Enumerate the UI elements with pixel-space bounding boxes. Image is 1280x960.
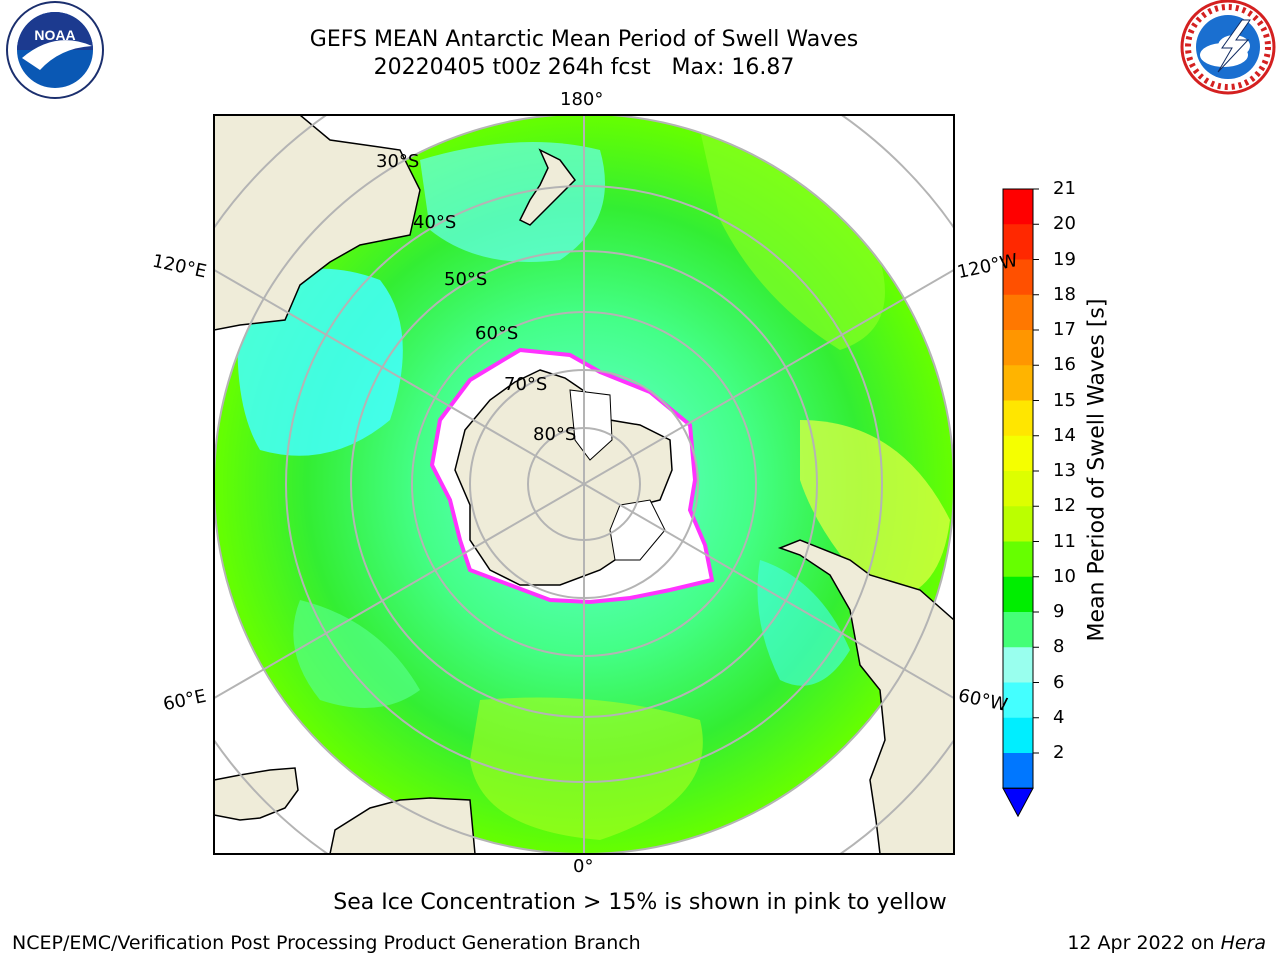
- footer-date: 12 Apr 2022 on Hera: [1067, 932, 1266, 954]
- lat-label-60s: 60°S: [475, 323, 519, 344]
- colorbar-tick-label: 12: [1053, 495, 1076, 517]
- lat-label-40s: 40°S: [413, 212, 457, 233]
- colorbar-tick-label: 8: [1053, 636, 1065, 658]
- madagascar-land: [214, 767, 299, 821]
- nws-logo: [1180, 0, 1276, 95]
- colorbar-segment: [1003, 647, 1033, 683]
- colorbar-tick-label: 17: [1053, 319, 1076, 340]
- chart-subtitle: 20220405 t00z 264h fcst Max: 16.87: [373, 55, 795, 80]
- lon-label-0: 0°: [573, 856, 594, 877]
- colorbar-outline: [1002, 188, 1034, 789]
- colorbar-segment: [1003, 365, 1033, 401]
- colorbar-tick-label: 2: [1053, 742, 1065, 763]
- lat-label-70s: 70°S: [504, 374, 548, 395]
- colorbar-tick-label: 6: [1053, 671, 1065, 693]
- colorbar-tick-label: 4: [1053, 706, 1065, 728]
- weddell-ice-shelf: [609, 499, 666, 561]
- colorbar-segment: [1003, 189, 1033, 225]
- colorbar-extend-arrow: [1002, 787, 1034, 818]
- colorbar-segment: [1003, 259, 1033, 296]
- colorbar-tick-label: 9: [1053, 601, 1065, 622]
- map-frame: [213, 114, 955, 855]
- footer-credit: NCEP/EMC/Verification Post Processing Pr…: [12, 932, 641, 954]
- colorbar-tick-label: 13: [1053, 460, 1076, 481]
- colorbar-segment: [1003, 576, 1033, 613]
- colorbar-segment: [1003, 294, 1033, 331]
- colorbar-tick-label: 18: [1053, 283, 1076, 305]
- colorbar-tick-label: 11: [1053, 530, 1076, 552]
- colorbar-tick-label: 20: [1053, 213, 1076, 235]
- sea-ice-caption: Sea Ice Concentration > 15% is shown in …: [333, 890, 947, 915]
- colorbar-segment: [1003, 435, 1033, 472]
- colorbar-tick-label: 21: [1053, 178, 1076, 199]
- lat-label-50s: 50°S: [444, 269, 488, 290]
- colorbar-tick-label: 10: [1053, 565, 1076, 587]
- noaa-logo-text: NOAA: [34, 27, 75, 43]
- colorbar-label: Mean Period of Swell Waves [s]: [1084, 298, 1110, 642]
- colorbar: [1002, 188, 1039, 818]
- colorbar-segment: [1003, 471, 1033, 507]
- colorbar-segment: [1003, 330, 1033, 366]
- lat-label-30s: 30°S: [376, 151, 420, 172]
- footer-date-text: 12 Apr 2022 on: [1067, 932, 1221, 954]
- colorbar-tick-label: 14: [1053, 424, 1076, 446]
- colorbar-segment: [1003, 753, 1033, 789]
- colorbar-tick-label: 15: [1053, 389, 1076, 411]
- colorbar-segment: [1003, 506, 1033, 542]
- colorbar-segment: [1003, 541, 1033, 578]
- chart-title: GEFS MEAN Antarctic Mean Period of Swell…: [309, 27, 859, 52]
- colorbar-segment: [1003, 400, 1033, 437]
- noaa-logo: NOAA: [6, 1, 104, 99]
- colorbar-tick-label: 19: [1053, 248, 1076, 270]
- lon-label-180: 180°: [560, 89, 604, 110]
- ross-ice-shelf: [569, 389, 613, 461]
- lat-label-80s: 80°S: [533, 424, 577, 445]
- colorbar-segment: [1003, 717, 1033, 754]
- graticule: [214, 115, 954, 854]
- footer-host: Hera: [1220, 932, 1266, 954]
- colorbar-segment: [1003, 682, 1033, 719]
- colorbar-segment: [1003, 612, 1033, 648]
- colorbar-tick-label: 16: [1053, 354, 1076, 376]
- colorbar-segment: [1003, 224, 1033, 260]
